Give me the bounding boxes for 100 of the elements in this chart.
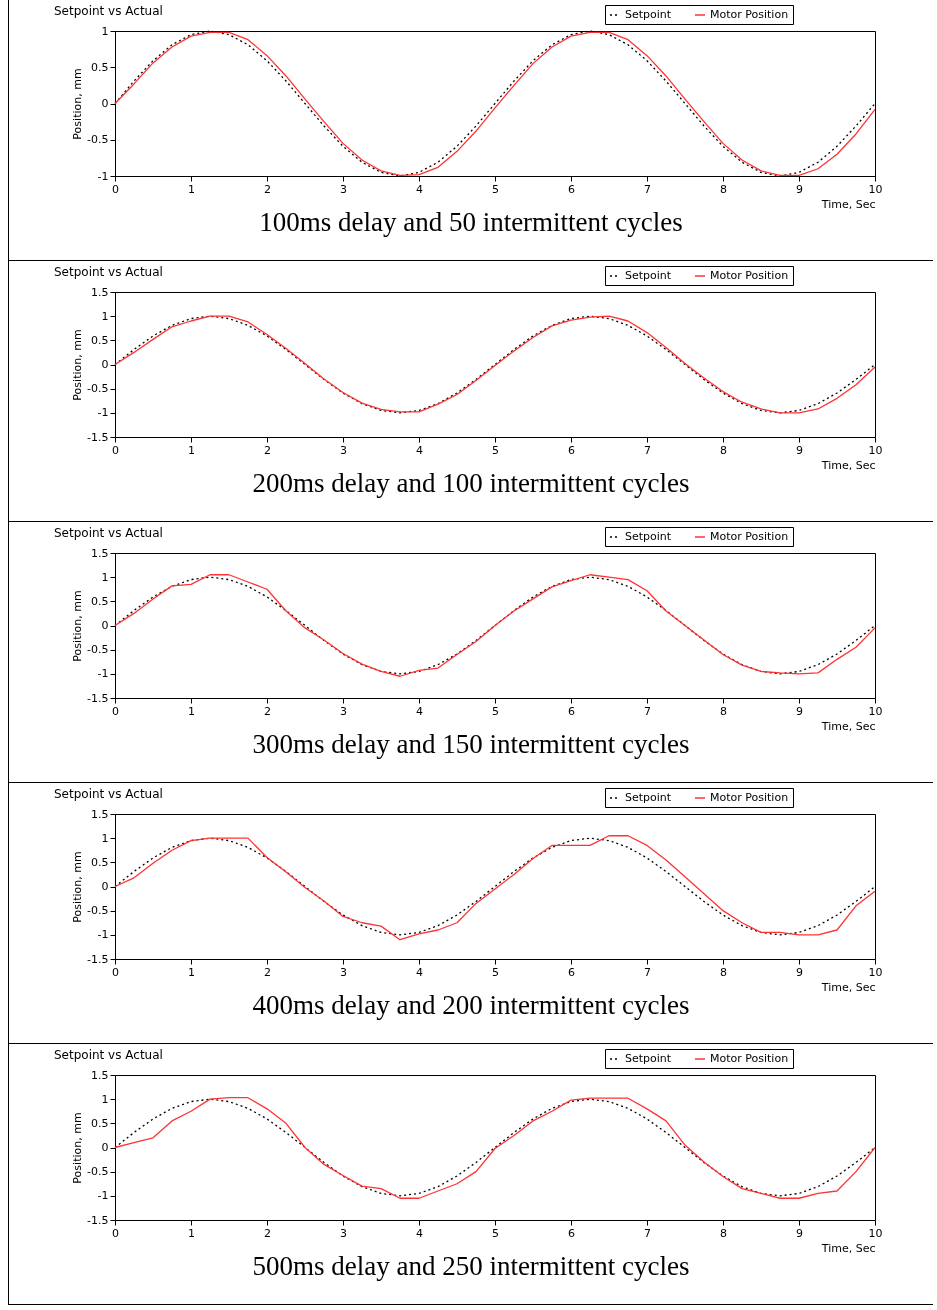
x-tick-label: 6 <box>568 182 575 196</box>
y-tick-label: 0.5 <box>91 1116 109 1130</box>
x-tick-label: 10 <box>868 182 883 196</box>
x-tick-label: 7 <box>644 965 651 979</box>
y-tick-label: 1 <box>101 309 109 323</box>
x-axis-title: Time, Sec <box>820 197 876 211</box>
text: 100ms delay and 50 intermittent cycles <box>259 207 683 237</box>
x-tick-label: 8 <box>720 443 727 457</box>
x-tick-label: 6 <box>568 443 575 457</box>
x-tick-label: 4 <box>416 1226 423 1240</box>
x-tick-label: 4 <box>416 704 423 718</box>
y-tick-label: 0.5 <box>91 855 109 869</box>
x-tick-label: 10 <box>868 443 883 457</box>
x-tick-label: 7 <box>644 704 651 718</box>
legend-label: Setpoint <box>625 8 672 21</box>
x-tick-label: 1 <box>188 1226 195 1240</box>
x-tick-label: 3 <box>340 182 347 196</box>
legend-label: Setpoint <box>625 530 672 543</box>
x-tick-label: 1 <box>188 965 195 979</box>
x-tick-label: 4 <box>416 443 423 457</box>
x-tick-label: 0 <box>112 704 119 718</box>
x-tick-label: 8 <box>720 1226 727 1240</box>
y-tick-label: -1.5 <box>87 691 109 705</box>
y-tick-label: -0.5 <box>87 133 109 147</box>
y-tick-label: -1 <box>97 169 109 183</box>
y-tick-label: -1 <box>97 406 109 420</box>
y-tick-label: 1.5 <box>91 1068 109 1082</box>
x-tick-label: 5 <box>492 965 499 979</box>
y-tick-label: 1.5 <box>91 807 109 821</box>
x-tick-label: 9 <box>796 182 803 196</box>
y-tick-label: -1.5 <box>87 952 109 966</box>
text: 300ms delay and 150 intermittent cycles <box>252 729 690 759</box>
x-tick-label: 3 <box>340 443 347 457</box>
x-tick-label: 3 <box>340 965 347 979</box>
y-tick-label: 1 <box>101 831 109 845</box>
y-tick-label: -1 <box>97 1189 109 1203</box>
chart-title: Setpoint vs Actual <box>54 4 163 18</box>
legend-label: Motor Position <box>710 530 789 543</box>
text: 200ms delay and 100 intermittent cycles <box>252 468 690 498</box>
x-tick-label: 0 <box>112 443 119 457</box>
legend-label: Motor Position <box>710 1052 789 1065</box>
y-tick-label: 0 <box>101 619 109 632</box>
y-axis-title: Position, mm <box>71 329 85 401</box>
y-tick-label: -0.5 <box>87 643 109 657</box>
x-tick-label: 10 <box>868 704 883 718</box>
y-tick-label: 1 <box>101 570 109 584</box>
x-tick-label: 3 <box>340 704 347 718</box>
x-tick-label: 2 <box>264 443 271 457</box>
chart-title: Setpoint vs Actual <box>54 265 163 279</box>
chart-title: Setpoint vs Actual <box>54 787 163 801</box>
x-tick-label: 10 <box>868 1226 883 1240</box>
y-tick-label: 0 <box>101 1141 109 1154</box>
legend-label: Motor Position <box>710 8 789 21</box>
x-tick-label: 6 <box>568 704 575 718</box>
x-axis-title: Time, Sec <box>820 1241 876 1255</box>
y-tick-label: 1.5 <box>91 546 109 560</box>
x-tick-label: 1 <box>188 704 195 718</box>
y-tick-label: -1 <box>97 928 109 942</box>
y-axis-title: Position, mm <box>71 851 85 923</box>
x-tick-label: 5 <box>492 1226 499 1240</box>
x-tick-label: 1 <box>188 182 195 196</box>
x-tick-label: 0 <box>112 182 119 196</box>
y-tick-label: 0 <box>101 880 109 893</box>
x-tick-label: 4 <box>416 182 423 196</box>
y-tick-label: -0.5 <box>87 1165 109 1179</box>
y-tick-label: 0.5 <box>91 594 109 608</box>
y-tick-label: -1.5 <box>87 1213 109 1227</box>
legend-label: Setpoint <box>625 269 672 282</box>
y-tick-label: 1.5 <box>91 285 109 299</box>
x-axis-title: Time, Sec <box>820 458 876 472</box>
y-axis-title: Position, mm <box>71 1112 85 1184</box>
y-tick-label: 0.5 <box>91 60 109 74</box>
x-tick-label: 2 <box>264 704 271 718</box>
x-tick-label: 2 <box>264 965 271 979</box>
x-tick-label: 9 <box>796 965 803 979</box>
y-tick-label: 0.5 <box>91 333 109 347</box>
x-tick-label: 1 <box>188 443 195 457</box>
legend-label: Setpoint <box>625 1052 672 1065</box>
x-tick-label: 9 <box>796 704 803 718</box>
x-tick-label: 7 <box>644 182 651 196</box>
y-tick-label: -0.5 <box>87 904 109 918</box>
x-tick-label: 2 <box>264 1226 271 1240</box>
x-tick-label: 3 <box>340 1226 347 1240</box>
x-tick-label: 0 <box>112 1226 119 1240</box>
x-tick-label: 9 <box>796 1226 803 1240</box>
x-tick-label: 8 <box>720 965 727 979</box>
y-tick-label: 0 <box>101 358 109 371</box>
y-tick-label: 0 <box>101 97 109 110</box>
y-tick-label: 1 <box>101 24 109 38</box>
x-tick-label: 10 <box>868 965 883 979</box>
legend-label: Motor Position <box>710 269 789 282</box>
x-tick-label: 8 <box>720 182 727 196</box>
y-tick-label: -1.5 <box>87 430 109 444</box>
x-axis-title: Time, Sec <box>820 980 876 994</box>
x-tick-label: 8 <box>720 704 727 718</box>
x-tick-label: 5 <box>492 182 499 196</box>
y-axis-title: Position, mm <box>71 68 85 140</box>
x-tick-label: 5 <box>492 704 499 718</box>
y-tick-label: 1 <box>101 1092 109 1106</box>
text: 400ms delay and 200 intermittent cycles <box>252 990 690 1020</box>
